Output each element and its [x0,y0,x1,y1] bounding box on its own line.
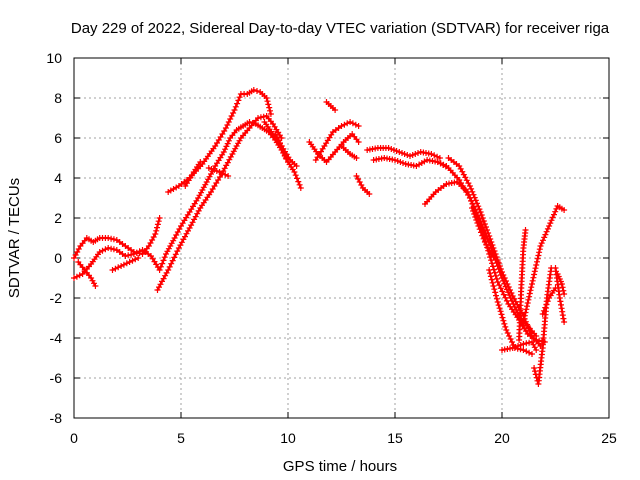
y-tick-label: 0 [54,250,62,266]
series-markers [554,271,568,297]
series-markers [338,143,360,161]
chart-title: Day 229 of 2022, Sidereal Day-to-day VTE… [71,20,610,37]
series-line [111,256,140,272]
series-markers [520,203,568,325]
series-markers [516,227,529,343]
x-axis-label: GPS time / hours [283,458,397,475]
series-markers [539,285,559,317]
series-line [77,260,97,288]
series-trace [338,143,360,161]
y-tick-label: -8 [50,410,63,426]
series-trace [71,119,291,281]
series-markers [285,159,304,191]
series-markers [445,155,544,349]
series-markers [499,339,540,353]
series-markers [182,159,204,189]
series-markers [486,267,535,357]
series-markers [75,259,99,289]
series-trace [486,267,535,357]
series-trace [205,165,232,179]
y-axis-label: SDTVAR / TECUs [6,178,23,298]
series-trace [539,285,559,317]
y-tick-label: 4 [54,170,62,186]
series-markers [552,265,568,325]
x-tick-label: 25 [601,430,617,446]
series-markers [353,173,373,197]
y-tick-label: 8 [54,90,62,106]
series-trace [323,99,339,113]
series-markers [272,131,289,161]
series-trace [499,339,540,353]
series-markers [165,87,274,195]
series-markers [205,165,232,179]
series-trace [520,203,568,325]
series-trace [182,159,204,189]
series-markers [71,119,291,281]
series-trace [552,265,568,325]
x-tick-label: 10 [280,430,296,446]
x-tick-label: 20 [494,430,510,446]
y-tick-label: 6 [54,130,62,146]
series-trace [554,271,568,297]
series-markers [109,255,142,273]
series-trace [109,255,142,273]
series-trace [285,159,304,191]
axis-ticks: 0 5 10 15 20 25 -8 -6 -4 -2 0 2 4 6 8 10 [46,50,617,446]
series-trace [353,173,373,197]
plot-frame [73,57,610,419]
y-tick-label: -6 [50,370,63,386]
series-markers [312,119,362,163]
series-trace [364,145,443,161]
data-series [71,87,568,387]
series-trace [445,155,544,349]
series-markers [364,145,443,161]
y-tick-label: 2 [54,210,62,226]
series-trace [469,205,501,265]
x-tick-label: 15 [387,430,403,446]
y-tick-label: 10 [46,50,62,66]
x-tick-label: 5 [177,430,185,446]
x-tick-label: 0 [70,430,78,446]
series-trace [272,131,289,161]
series-markers [469,205,501,265]
series-trace [75,259,99,289]
series-markers [323,99,339,113]
y-tick-label: -2 [50,290,63,306]
series-trace [312,119,362,163]
y-tick-label: -4 [50,330,63,346]
series-trace [516,227,529,343]
